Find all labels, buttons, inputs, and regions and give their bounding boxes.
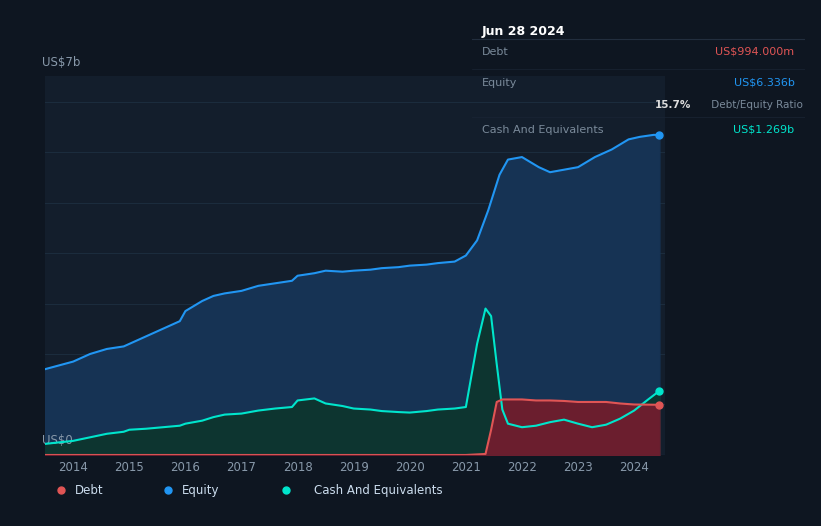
Text: US$994.000m: US$994.000m (715, 47, 795, 57)
Text: Equity: Equity (482, 78, 517, 88)
Text: 15.7%: 15.7% (655, 100, 691, 110)
Text: Debt: Debt (75, 484, 103, 497)
Text: Cash And Equivalents: Cash And Equivalents (314, 484, 443, 497)
Text: Equity: Equity (181, 484, 219, 497)
Text: Jun 28 2024: Jun 28 2024 (482, 25, 566, 38)
Text: US$1.269b: US$1.269b (733, 125, 795, 135)
Text: US$0: US$0 (42, 434, 73, 448)
Text: US$7b: US$7b (42, 56, 80, 69)
Text: Debt/Equity Ratio: Debt/Equity Ratio (709, 100, 803, 110)
Text: US$6.336b: US$6.336b (734, 78, 795, 88)
Text: Debt: Debt (482, 47, 509, 57)
Text: Cash And Equivalents: Cash And Equivalents (482, 125, 603, 135)
